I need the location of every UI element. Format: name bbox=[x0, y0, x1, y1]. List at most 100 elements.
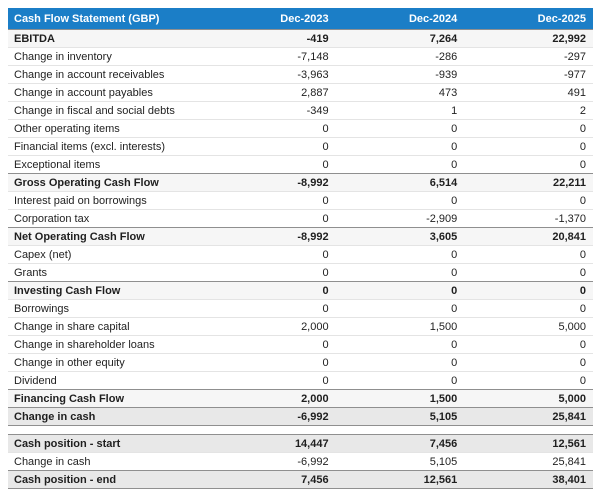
cell-value: 0 bbox=[335, 191, 465, 210]
table-row: Borrowings 0 0 0 bbox=[8, 299, 593, 318]
table-row: Dividend 0 0 0 bbox=[8, 371, 593, 390]
table-row: Financing Cash Flow 2,000 1,500 5,000 bbox=[8, 389, 593, 408]
row-label: Grants bbox=[8, 263, 207, 282]
row-label: Change in account receivables bbox=[8, 65, 207, 84]
cell-value: 3,605 bbox=[335, 227, 465, 246]
header-row: Cash Flow Statement (GBP) Dec-2023 Dec-2… bbox=[8, 8, 593, 30]
cell-value: 5,000 bbox=[464, 317, 593, 336]
table-row: Change in account payables 2,887 473 491 bbox=[8, 83, 593, 102]
cell-value: -2,909 bbox=[335, 209, 465, 228]
cell-value: 0 bbox=[335, 245, 465, 264]
column-header: Dec-2023 bbox=[206, 8, 336, 30]
cell-value: 0 bbox=[464, 119, 593, 138]
cell-value: 25,841 bbox=[464, 407, 593, 426]
table-row: Change in share capital 2,000 1,500 5,000 bbox=[8, 317, 593, 336]
column-header: Dec-2025 bbox=[464, 8, 593, 30]
cell-value: 0 bbox=[206, 281, 336, 300]
cell-value: 0 bbox=[335, 299, 465, 318]
cell-value: -349 bbox=[206, 101, 336, 120]
cell-value: -3,963 bbox=[206, 65, 336, 84]
row-label: Change in share capital bbox=[8, 317, 207, 336]
cell-value: -977 bbox=[464, 65, 593, 84]
row-label: Interest paid on borrowings bbox=[8, 191, 207, 210]
cell-value: 2,000 bbox=[206, 317, 336, 336]
row-label: Dividend bbox=[8, 371, 207, 390]
row-label: Investing Cash Flow bbox=[8, 281, 207, 300]
table-row: EBITDA -419 7,264 22,992 bbox=[8, 29, 593, 48]
cell-value: 1,500 bbox=[335, 317, 465, 336]
spacer-row bbox=[8, 425, 593, 435]
cell-value: -939 bbox=[335, 65, 465, 84]
cell-value: 5,105 bbox=[335, 452, 465, 471]
cell-value: 38,401 bbox=[464, 470, 593, 489]
row-label: Change in account payables bbox=[8, 83, 207, 102]
cell-value: 491 bbox=[464, 83, 593, 102]
row-label: EBITDA bbox=[8, 29, 207, 48]
cell-value: 0 bbox=[206, 191, 336, 210]
row-label: Corporation tax bbox=[8, 209, 207, 228]
cell-value: -8,992 bbox=[206, 227, 336, 246]
cell-value: 14,447 bbox=[206, 434, 336, 453]
row-label: Change in inventory bbox=[8, 47, 207, 66]
cell-value: 1,500 bbox=[335, 389, 465, 408]
table-row: Cash position - end 7,456 12,561 38,401 bbox=[8, 470, 593, 489]
cell-value: 0 bbox=[335, 335, 465, 354]
cell-value: 0 bbox=[206, 263, 336, 282]
cell-value: -286 bbox=[335, 47, 465, 66]
cell-value: -419 bbox=[206, 29, 336, 48]
cell-value: 0 bbox=[335, 119, 465, 138]
cell-value: 25,841 bbox=[464, 452, 593, 471]
cell-value: 0 bbox=[206, 137, 336, 156]
row-label: Change in fiscal and social debts bbox=[8, 101, 207, 120]
cell-value: 0 bbox=[335, 353, 465, 372]
table-row: Investing Cash Flow 0 0 0 bbox=[8, 281, 593, 300]
cell-value: -297 bbox=[464, 47, 593, 66]
table-row: Change in account receivables -3,963 -939-… bbox=[8, 65, 593, 84]
table-row: Corporation tax 0 -2,909 -1,370 bbox=[8, 209, 593, 228]
cell-value: 473 bbox=[335, 83, 465, 102]
cell-value: 6,514 bbox=[335, 173, 465, 192]
cell-value: 0 bbox=[464, 353, 593, 372]
row-label: Borrowings bbox=[8, 299, 207, 318]
row-label: Capex (net) bbox=[8, 245, 207, 264]
row-label: Exceptional items bbox=[8, 155, 207, 174]
row-label: Net Operating Cash Flow bbox=[8, 227, 207, 246]
table-row: Other operating items 0 0 0 bbox=[8, 119, 593, 138]
cell-value: 0 bbox=[206, 335, 336, 354]
cell-value: 20,841 bbox=[464, 227, 593, 246]
row-label: Cash position - end bbox=[8, 470, 207, 489]
row-label: Financing Cash Flow bbox=[8, 389, 207, 408]
cell-value: 12,561 bbox=[464, 434, 593, 453]
cell-value: 0 bbox=[335, 371, 465, 390]
cash-flow-statement: Cash Flow Statement (GBP) Dec-2023 Dec-2… bbox=[8, 8, 593, 489]
cell-value: 5,105 bbox=[335, 407, 465, 426]
cell-value: 22,211 bbox=[464, 173, 593, 192]
row-label: Change in shareholder loans bbox=[8, 335, 207, 354]
row-label: Financial items (excl. interests) bbox=[8, 137, 207, 156]
cell-value: -8,992 bbox=[206, 173, 336, 192]
row-label: Change in cash bbox=[8, 452, 207, 471]
table-title: Cash Flow Statement (GBP) bbox=[8, 8, 207, 30]
cell-value: 0 bbox=[335, 281, 465, 300]
table-body: EBITDA -419 7,264 22,992 Change in inventory… bbox=[8, 29, 593, 489]
table-row: Change in inventory -7,148 -286 -297 bbox=[8, 47, 593, 66]
table-row: Change in cash -6,992 5,105 25,841 bbox=[8, 407, 593, 426]
cell-value: 0 bbox=[464, 245, 593, 264]
table-row: Exceptional items 0 0 0 bbox=[8, 155, 593, 174]
cash-flow-table: Cash Flow Statement (GBP) Dec-2023 Dec-2… bbox=[8, 8, 593, 489]
cell-value: 7,456 bbox=[335, 434, 465, 453]
cell-value: 0 bbox=[206, 245, 336, 264]
cell-value: 0 bbox=[464, 263, 593, 282]
row-label: Cash position - start bbox=[8, 434, 207, 453]
cell-value: 0 bbox=[464, 371, 593, 390]
cell-value: -6,992 bbox=[206, 452, 336, 471]
cell-value: 0 bbox=[464, 191, 593, 210]
cell-value: 0 bbox=[206, 209, 336, 228]
cell-value: 0 bbox=[335, 155, 465, 174]
row-label: Change in other equity bbox=[8, 353, 207, 372]
cell-value: 0 bbox=[206, 119, 336, 138]
cell-value: 0 bbox=[464, 335, 593, 354]
cell-value: 12,561 bbox=[335, 470, 465, 489]
table-row: Change in cash -6,992 5,105 25,841 bbox=[8, 452, 593, 471]
cell-value: 0 bbox=[464, 299, 593, 318]
